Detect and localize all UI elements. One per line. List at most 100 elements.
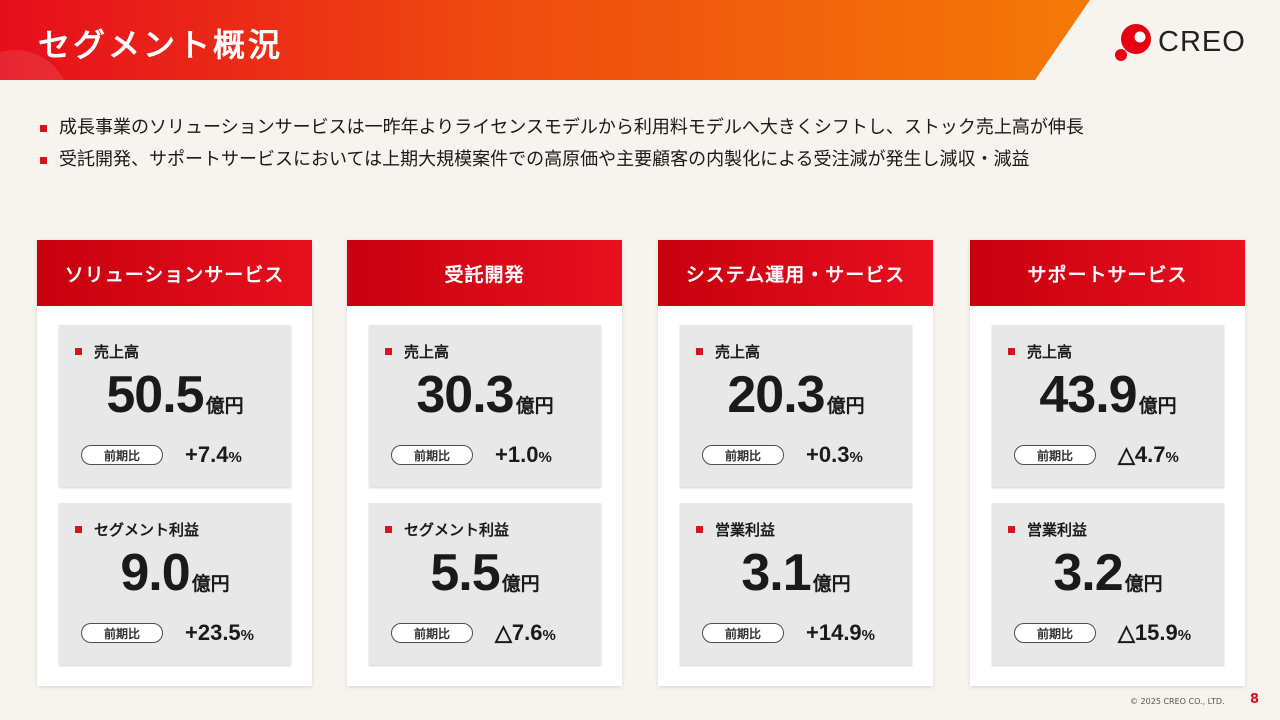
- change-value: +1.0%: [495, 442, 552, 468]
- bullet-square-icon: [75, 526, 82, 533]
- metric-unit: 億円: [501, 573, 540, 595]
- metric-change: 前期比 +7.4%: [81, 442, 242, 468]
- metric-value: 30.3 億円: [369, 365, 601, 425]
- metric-value: 20.3 億円: [680, 365, 912, 425]
- metric-label-text: 営業利益: [715, 521, 776, 539]
- change-number: △15.9: [1118, 620, 1178, 645]
- metric-label: 売上高: [385, 341, 449, 362]
- change-number: △7.6: [495, 620, 543, 645]
- bullet-text: 受託開発、サポートサービスにおいては上期大規模案件での高原価や主要顧客の内製化に…: [59, 149, 1030, 170]
- metric-change: 前期比 △15.9%: [1014, 620, 1191, 646]
- bullet-square-icon: [385, 526, 392, 533]
- metric-profit: 営業利益 3.2 億円 前期比 △15.9%: [992, 503, 1224, 665]
- metric-unit: 億円: [826, 395, 865, 417]
- metric-label: 営業利益: [1008, 519, 1087, 540]
- metric-change: 前期比 +0.3%: [702, 442, 863, 468]
- change-unit: %: [228, 449, 242, 466]
- metric-label-text: 売上高: [94, 343, 140, 361]
- metric-number: 5.5: [430, 544, 500, 602]
- metric-number: 30.3: [416, 366, 514, 424]
- metric-value: 5.5 億円: [369, 543, 601, 603]
- metric-label-text: 営業利益: [1027, 521, 1088, 539]
- metric-label-text: セグメント利益: [94, 521, 200, 539]
- metric-label: 売上高: [75, 341, 139, 362]
- metric-unit: 億円: [191, 573, 230, 595]
- metric-unit: 億円: [812, 573, 851, 595]
- bullet-square-icon: [75, 348, 82, 355]
- change-number: +14.9: [806, 620, 862, 645]
- yoy-badge: 前期比: [702, 445, 784, 465]
- change-unit: %: [538, 449, 552, 466]
- bullet-item: 成長事業のソリューションサービスは一昨年よりライセンスモデルから利用料モデルへ大…: [40, 112, 1084, 144]
- metric-number: 9.0: [120, 544, 190, 602]
- metric-value: 43.9 億円: [992, 365, 1224, 425]
- yoy-badge: 前期比: [391, 445, 473, 465]
- company-logo: CREO: [1112, 22, 1246, 62]
- page-title: セグメント概況: [38, 26, 284, 64]
- metric-label-text: セグメント利益: [404, 521, 510, 539]
- metric-value: 9.0 億円: [59, 543, 291, 603]
- change-number: +7.4: [185, 442, 229, 467]
- metric-profit: 営業利益 3.1 億円 前期比 +14.9%: [680, 503, 912, 665]
- bullet-square-icon: [40, 124, 47, 132]
- metric-unit: 億円: [515, 395, 554, 417]
- change-value: +23.5%: [185, 620, 254, 646]
- metric-unit: 億円: [205, 395, 244, 417]
- change-value: +0.3%: [806, 442, 863, 468]
- metric-change: 前期比 +1.0%: [391, 442, 552, 468]
- yoy-badge: 前期比: [81, 623, 163, 643]
- bullet-item: 受託開発、サポートサービスにおいては上期大規模案件での高原価や主要顧客の内製化に…: [40, 144, 1084, 176]
- bullet-square-icon: [1008, 526, 1015, 533]
- yoy-badge: 前期比: [702, 623, 784, 643]
- metric-sales: 売上高 20.3 億円 前期比 +0.3%: [680, 325, 912, 487]
- metric-sales: 売上高 50.5 億円 前期比 +7.4%: [59, 325, 291, 487]
- yoy-badge: 前期比: [81, 445, 163, 465]
- page-number: 8: [1250, 692, 1260, 707]
- bullet-square-icon: [696, 526, 703, 533]
- change-number: +23.5: [185, 620, 241, 645]
- change-unit: %: [542, 627, 556, 644]
- copyright: © 2025 CREO CO., LTD.: [1130, 697, 1225, 706]
- change-unit: %: [1177, 627, 1192, 644]
- change-value: △7.6%: [495, 620, 556, 646]
- change-unit: %: [849, 449, 863, 466]
- metric-label: 売上高: [1008, 341, 1072, 362]
- segment-card-support: サポートサービス 売上高 43.9 億円 前期比 △4.7% 営業利益 3.2 億円 …: [970, 240, 1245, 686]
- metric-change: 前期比 +23.5%: [81, 620, 254, 646]
- change-value: +7.4%: [185, 442, 242, 468]
- metric-value: 3.1 億円: [680, 543, 912, 603]
- yoy-badge: 前期比: [1014, 445, 1096, 465]
- bullet-square-icon: [696, 348, 703, 355]
- metric-value: 50.5 億円: [59, 365, 291, 425]
- metric-unit: 億円: [1124, 573, 1163, 595]
- metric-number: 3.1: [741, 544, 811, 602]
- summary-bullets: 成長事業のソリューションサービスは一昨年よりライセンスモデルから利用料モデルへ大…: [40, 112, 1084, 176]
- metric-number: 3.2: [1053, 544, 1123, 602]
- change-unit: %: [861, 627, 876, 644]
- segment-title: 受託開発: [347, 240, 622, 306]
- metric-label-text: 売上高: [715, 343, 761, 361]
- logo-text: CREO: [1158, 25, 1246, 58]
- change-number: △4.7: [1118, 442, 1166, 467]
- segment-title: サポートサービス: [970, 240, 1245, 306]
- bullet-square-icon: [1008, 348, 1015, 355]
- segment-card-solution: ソリューションサービス 売上高 50.5 億円 前期比 +7.4% セグメント利益 …: [37, 240, 312, 686]
- change-unit: %: [1165, 449, 1179, 466]
- metric-value: 3.2 億円: [992, 543, 1224, 603]
- yoy-badge: 前期比: [391, 623, 473, 643]
- change-value: △4.7%: [1118, 442, 1179, 468]
- change-unit: %: [240, 627, 255, 644]
- title-banner: セグメント概況: [0, 0, 1090, 80]
- segment-title: システム運用・サービス: [658, 240, 933, 306]
- metric-unit: 億円: [1138, 395, 1177, 417]
- bullet-text: 成長事業のソリューションサービスは一昨年よりライセンスモデルから利用料モデルへ大…: [59, 117, 1084, 138]
- metric-change: 前期比 △4.7%: [1014, 442, 1179, 468]
- yoy-badge: 前期比: [1014, 623, 1096, 643]
- metric-label: セグメント利益: [75, 519, 199, 540]
- change-number: +0.3: [806, 442, 850, 467]
- segment-card-contract-development: 受託開発 売上高 30.3 億円 前期比 +1.0% セグメント利益 5.5 億円 前…: [347, 240, 622, 686]
- metric-number: 43.9: [1039, 366, 1137, 424]
- metric-label: セグメント利益: [385, 519, 509, 540]
- metric-number: 50.5: [106, 366, 204, 424]
- metric-label-text: 売上高: [1027, 343, 1073, 361]
